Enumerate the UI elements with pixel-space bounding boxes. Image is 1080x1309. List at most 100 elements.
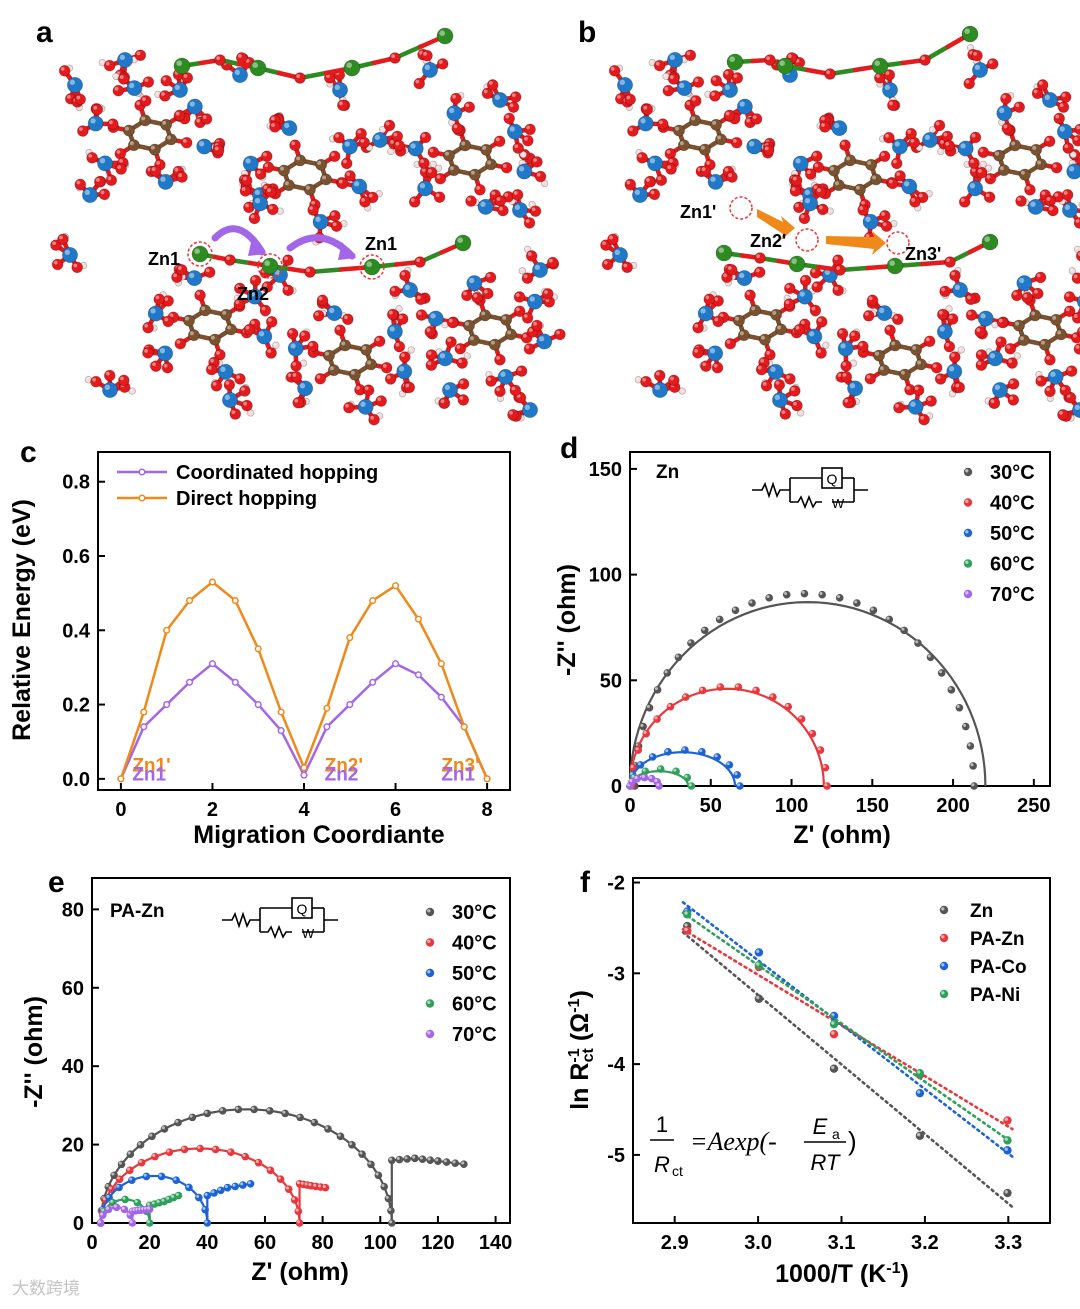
x-tick-label: 4 — [298, 799, 310, 821]
oxygen-atom — [789, 185, 802, 197]
data-point-highlight — [870, 607, 874, 611]
data-point-highlight — [1004, 1137, 1008, 1141]
atom-highlight — [377, 397, 382, 402]
data-point — [223, 1183, 232, 1192]
atom-highlight — [424, 64, 430, 70]
oxygen-atom — [384, 373, 397, 385]
fit-line — [681, 928, 1014, 1131]
carbon-atom — [165, 133, 178, 146]
atom-highlight — [791, 187, 796, 191]
oxygen-atom — [340, 157, 353, 170]
data-point-highlight — [941, 907, 945, 911]
phosphorus-atom — [1027, 198, 1044, 215]
oxygen-atom — [1043, 135, 1056, 148]
atom-highlight — [712, 120, 717, 125]
state-label: Zn1 — [132, 765, 166, 786]
data-point — [186, 597, 194, 605]
atom-highlight — [509, 126, 515, 132]
phosphorus-atom — [407, 140, 424, 157]
atom-highlight — [421, 133, 426, 138]
atom-highlight — [801, 276, 806, 281]
atom-highlight — [490, 340, 495, 345]
panel-letter-c: c — [20, 436, 37, 469]
oxygen-atom — [425, 359, 438, 371]
x-tick-label: 120 — [421, 1232, 454, 1254]
phosphorus-atom — [736, 98, 753, 115]
atom-highlight — [391, 287, 396, 292]
data-point — [117, 1160, 126, 1169]
atom-highlight — [986, 165, 989, 169]
x-axis-title: Z' (ohm) — [793, 821, 891, 849]
oxygen-atom — [817, 203, 829, 216]
oxygen-atom — [513, 305, 526, 318]
carbon-atom — [348, 368, 361, 381]
atom-highlight — [556, 330, 560, 335]
carbon-atom — [277, 164, 290, 177]
y-tick-label: 80 — [62, 899, 84, 921]
atom-highlight — [59, 235, 63, 240]
atom-highlight — [292, 362, 297, 366]
oxygen-atom — [887, 99, 899, 112]
oxygen-atom — [725, 264, 738, 276]
data-point — [663, 669, 672, 677]
phosphorus-atom — [532, 261, 549, 278]
data-point — [483, 775, 491, 783]
data-point — [754, 960, 764, 970]
x-tick-label: 0 — [624, 795, 635, 817]
oxygen-atom — [1021, 291, 1034, 304]
data-point-highlight — [255, 1160, 259, 1164]
data-point — [231, 678, 239, 686]
oxygen-atom — [824, 68, 836, 80]
data-point-highlight — [716, 616, 720, 620]
data-point-highlight — [822, 765, 826, 769]
oxygen-atom — [662, 84, 675, 97]
oxygen-atom — [254, 168, 267, 180]
carbon-atom — [462, 319, 475, 332]
atom-highlight — [886, 326, 891, 331]
atom-highlight — [544, 290, 548, 294]
oxygen-atom — [809, 304, 822, 317]
atom-highlight — [256, 170, 261, 175]
atom-highlight — [706, 161, 710, 165]
atom-highlight — [119, 75, 124, 79]
phosphorus-atom — [676, 80, 693, 97]
circuit-wires — [259, 907, 338, 940]
legend-label: 30°C — [990, 462, 1035, 484]
data-point-highlight — [156, 1200, 160, 1204]
atom-highlight — [717, 135, 722, 140]
atom-highlight — [813, 185, 818, 190]
hydrogen-atom — [822, 341, 830, 349]
oxygen-atom — [425, 349, 438, 361]
atom-highlight — [336, 326, 341, 331]
atom-highlight — [795, 158, 801, 164]
atom-highlight — [1038, 81, 1043, 85]
atom-highlight — [748, 141, 755, 147]
atom-highlight — [927, 413, 930, 416]
data-point — [348, 1141, 356, 1149]
atom-highlight — [459, 380, 464, 384]
atom-highlight — [795, 325, 800, 330]
atom-highlight — [458, 359, 463, 364]
y-tick-label: 0.8 — [62, 472, 90, 494]
oxygen-atom — [159, 90, 171, 102]
oxygen-atom — [936, 308, 949, 321]
phosphorus-atom — [1047, 368, 1064, 385]
oxygen-atom — [919, 54, 931, 66]
data-point-highlight — [146, 1220, 150, 1224]
y-tick-label: -2 — [607, 873, 625, 895]
atom-highlight — [701, 167, 706, 172]
phosphorus-atom — [256, 328, 273, 345]
carbon-atom — [698, 143, 711, 156]
atom-highlight — [1073, 274, 1078, 279]
carbon-atom — [827, 164, 840, 177]
atom-highlight — [1032, 145, 1037, 150]
atom-highlight — [1031, 311, 1036, 316]
atom-highlight — [114, 86, 119, 91]
oxygen-atom — [1063, 291, 1076, 303]
atom-highlight — [1030, 201, 1036, 207]
atom-highlight — [212, 382, 217, 386]
atom-highlight — [849, 383, 856, 389]
data-point — [388, 1156, 396, 1165]
phosphorus-atom — [736, 270, 753, 287]
atom-highlight — [864, 311, 869, 316]
